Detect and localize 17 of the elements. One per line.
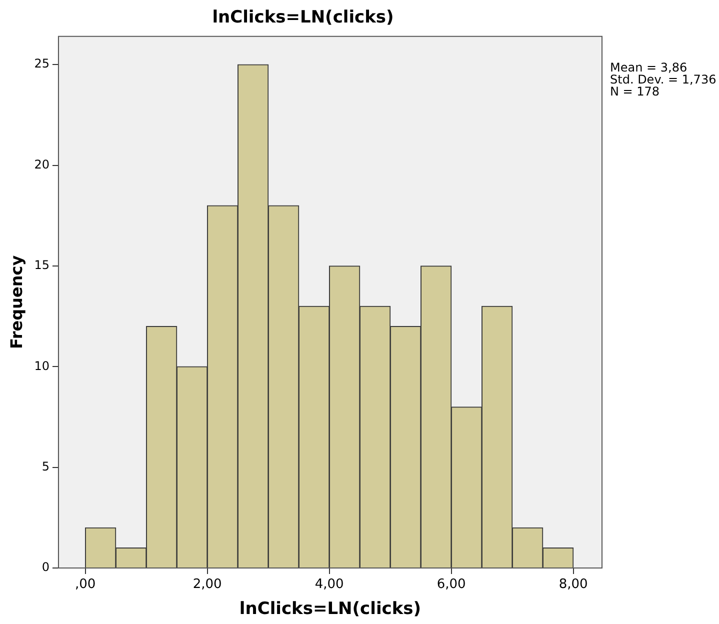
text: Std. Dev. = 1,736 — [610, 72, 716, 87]
x-tick-label: 2,00 — [192, 577, 222, 592]
y-tick-label: 20 — [34, 157, 50, 172]
x-tick-label: 6,00 — [436, 577, 466, 592]
y-axis-title: Frequency — [6, 254, 26, 350]
text: N = 178 — [610, 84, 660, 99]
x-tick-label: ,00 — [74, 577, 96, 592]
y-tick-label: 15 — [34, 258, 50, 272]
chart-title: lnClicks=LN(clicks) — [212, 8, 394, 28]
x-axis-title: lnClicks=LN(clicks) — [239, 599, 422, 620]
text: Mean = 3,86 — [610, 60, 688, 75]
y-tick-label: 0 — [42, 560, 50, 574]
x-tick-label: 4,00 — [314, 577, 344, 592]
y-tick-label: 10 — [34, 358, 50, 373]
x-tick-label: 8,00 — [558, 577, 588, 592]
y-tick-label: 25 — [34, 56, 50, 71]
y-tick-label: 5 — [42, 459, 50, 474]
